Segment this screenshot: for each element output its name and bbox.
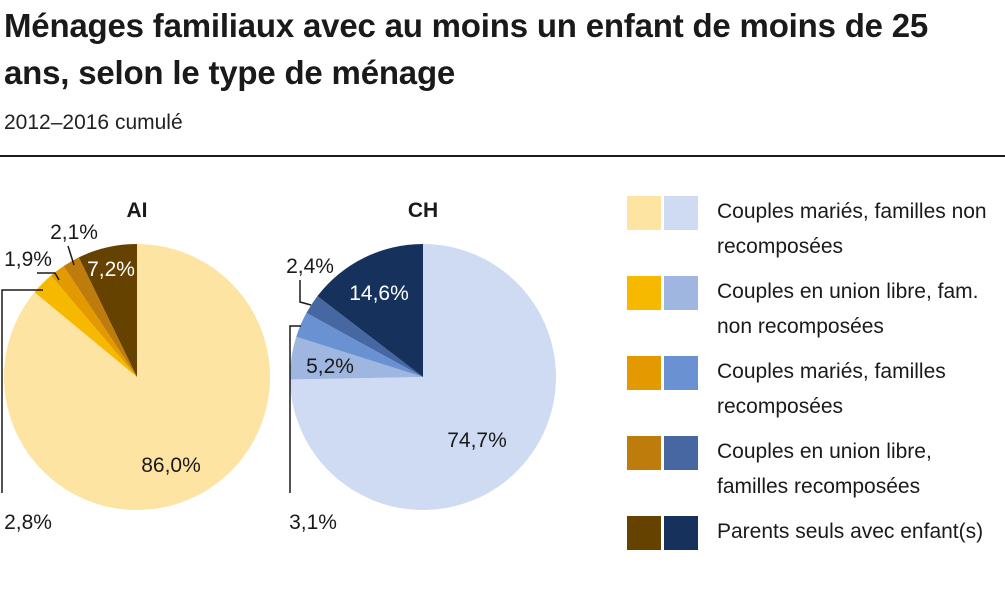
legend-label: Couples mariés, familles recomposées	[717, 360, 946, 418]
legend-item: Couples mariés, familles non recomposées	[627, 194, 1005, 274]
legend-label: Couples en union libre, fam. non recompo…	[717, 280, 979, 338]
pie-ch-label-3: 2,4%	[286, 255, 334, 278]
pie-ch-slice-4	[317, 244, 423, 377]
pie-ai-slice-2	[50, 266, 137, 377]
legend-swatch-ch	[664, 196, 698, 230]
pie-ai-label-4: 7,2%	[87, 258, 135, 281]
legend-swatch-ai	[627, 516, 661, 550]
legend-swatch-ai	[627, 356, 661, 390]
pie-ai-slice-0	[3, 244, 270, 510]
legend-label: Couples en union libre, familles recompo…	[717, 440, 932, 498]
pie-ch-slice-0	[290, 244, 556, 511]
legend-item: Parents seuls avec enfant(s)	[627, 514, 1005, 594]
legend-item: Couples en union libre, fam. non recompo…	[627, 274, 1005, 354]
legend-swatch-ch	[664, 516, 698, 550]
legend-swatch-ch	[664, 436, 698, 470]
pie-ai-slice-1	[34, 275, 137, 377]
pie-ch	[289, 244, 556, 511]
pie-ch-label-1: 5,2%	[306, 355, 354, 378]
pie-ai-label-2: 1,9%	[4, 248, 52, 271]
legend-item: Couples en union libre, familles recompo…	[627, 434, 1005, 514]
pie-ch-slice-3	[306, 296, 423, 377]
legend-item: Couples mariés, familles recomposées	[627, 354, 1005, 434]
pie-ch-label-2: 3,1%	[289, 511, 337, 534]
pie-ai-slice-3	[63, 257, 137, 377]
pie-ai-leader-3	[67, 245, 75, 266]
legend-swatch-ch	[664, 356, 698, 390]
pie-ai-leader-2	[37, 272, 60, 281]
pie-ai	[3, 244, 270, 510]
pie-ch-slice-2	[296, 312, 423, 377]
legend-label: Couples mariés, familles non recomposées	[717, 200, 987, 258]
chart-title: Ménages familiaux avec au moins un enfan…	[4, 7, 929, 91]
pie-ai-slice-4	[78, 244, 137, 377]
legend-label: Parents seuls avec enfant(s)	[717, 520, 984, 543]
legend: Couples mariés, familles non recomposées…	[627, 194, 1005, 594]
pie-ch-leader-3	[299, 280, 312, 306]
legend-swatch-ai	[627, 436, 661, 470]
pie-ai-label-0: 86,0%	[141, 454, 201, 477]
legend-swatch-ai	[627, 276, 661, 310]
pie-ai-label-1: 2,8%	[4, 511, 52, 534]
title-divider	[0, 155, 1005, 157]
pie-ai-label-3: 2,1%	[50, 221, 98, 244]
legend-swatch-ai	[627, 196, 661, 230]
chart-subtitle: 2012–2016 cumulé	[4, 111, 183, 134]
pie-title-ch: CH	[408, 199, 438, 222]
pie-ch-leader-2	[289, 325, 301, 493]
pie-ch-slice-1	[289, 336, 423, 380]
pie-ch-label-0: 74,7%	[447, 429, 507, 452]
pie-title-ai: AI	[127, 199, 148, 222]
pie-ai-leader-1	[1, 289, 43, 493]
pie-ch-label-4: 14,6%	[349, 282, 409, 305]
legend-swatch-ch	[664, 276, 698, 310]
